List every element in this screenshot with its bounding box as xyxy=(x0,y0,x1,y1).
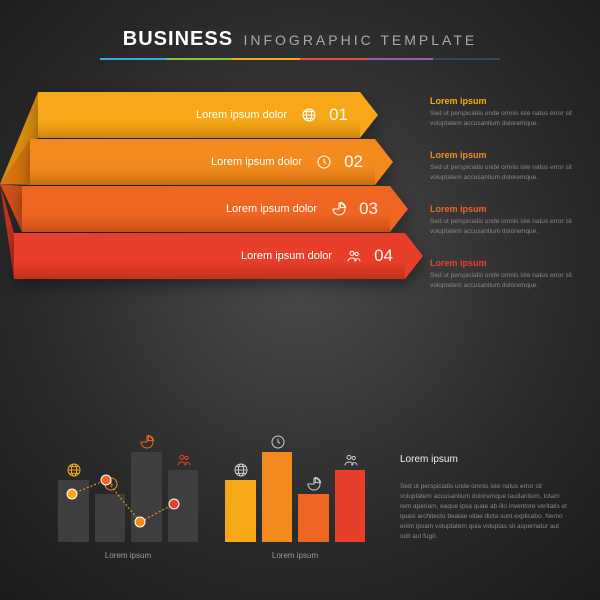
chart1-bar-3 xyxy=(131,452,162,542)
chart1-bar-1 xyxy=(58,480,89,542)
globe-icon xyxy=(299,105,319,125)
arrow-number: 01 xyxy=(329,105,348,125)
side-body: Sed ut perspiciatis unde omnis iste natu… xyxy=(430,217,580,237)
side-title: Lorem ipsum xyxy=(430,96,580,106)
right-body: Sed ut perspiciatis unde omnis iste natu… xyxy=(400,482,570,542)
arrow-list: Lorem ipsum dolor 01 Lorem ipsum dolor 0… xyxy=(0,92,410,280)
chart2-bar-3 xyxy=(298,494,329,542)
side-title: Lorem ipsum xyxy=(430,204,580,214)
globe-icon xyxy=(233,462,247,476)
people-icon xyxy=(344,246,364,266)
chart-1: Lorem ipsum xyxy=(58,422,198,542)
pie-icon xyxy=(306,476,320,490)
side-text-4: Lorem ipsum Sed ut perspiciatis unde omni… xyxy=(430,258,580,291)
arrow-label: Lorem ipsum dolor xyxy=(196,109,287,121)
side-title: Lorem ipsum xyxy=(430,150,580,160)
side-body: Sed ut perspiciatis unde omnis iste natu… xyxy=(430,271,580,291)
chart-2: Lorem ipsum xyxy=(225,422,365,542)
people-icon xyxy=(176,452,190,466)
header-thin: INFOGRAPHIC TEMPLATE xyxy=(243,32,477,48)
arrow-row-3: Lorem ipsum dolor 03 xyxy=(0,186,410,232)
chart2-bar-2 xyxy=(262,452,293,542)
side-body: Sed ut perspiciatis unde omnis iste natu… xyxy=(430,163,580,183)
clock-icon xyxy=(314,152,334,172)
chart2-bar-1 xyxy=(225,480,256,542)
globe-icon xyxy=(66,462,80,476)
chart-1-label: Lorem ipsum xyxy=(58,551,198,560)
chart1-bar-4 xyxy=(168,470,199,542)
pie-icon xyxy=(139,434,153,448)
side-title: Lorem ipsum xyxy=(430,258,580,268)
chart-2-label: Lorem ipsum xyxy=(225,551,365,560)
arrow-label: Lorem ipsum dolor xyxy=(211,156,302,168)
chart2-bar-4 xyxy=(335,470,366,542)
color-line xyxy=(100,58,500,60)
arrow-number: 04 xyxy=(374,246,393,266)
people-icon xyxy=(343,452,357,466)
arrow-label: Lorem ipsum dolor xyxy=(226,203,317,215)
side-body: Sed ut perspiciatis unde omnis iste natu… xyxy=(430,109,580,129)
arrow-number: 02 xyxy=(344,152,363,172)
header-bold: BUSINESS xyxy=(123,28,233,50)
side-text-1: Lorem ipsum Sed ut perspiciatis unde omni… xyxy=(430,96,580,129)
right-title: Lorem ipsum xyxy=(400,454,458,465)
clock-icon xyxy=(270,434,284,448)
arrow-number: 03 xyxy=(359,199,378,219)
side-text-2: Lorem ipsum Sed ut perspiciatis unde omni… xyxy=(430,150,580,183)
arrow-row-2: Lorem ipsum dolor 02 xyxy=(0,139,410,185)
header: BUSINESS INFOGRAPHIC TEMPLATE xyxy=(0,28,600,51)
side-text-3: Lorem ipsum Sed ut perspiciatis unde omni… xyxy=(430,204,580,237)
arrow-row-4: Lorem ipsum dolor 04 xyxy=(0,233,410,279)
arrow-label: Lorem ipsum dolor xyxy=(241,250,332,262)
chart1-bar-2 xyxy=(95,494,126,542)
arrow-row-1: Lorem ipsum dolor 01 xyxy=(0,92,410,138)
pie-icon xyxy=(329,199,349,219)
clock-icon xyxy=(103,476,117,490)
